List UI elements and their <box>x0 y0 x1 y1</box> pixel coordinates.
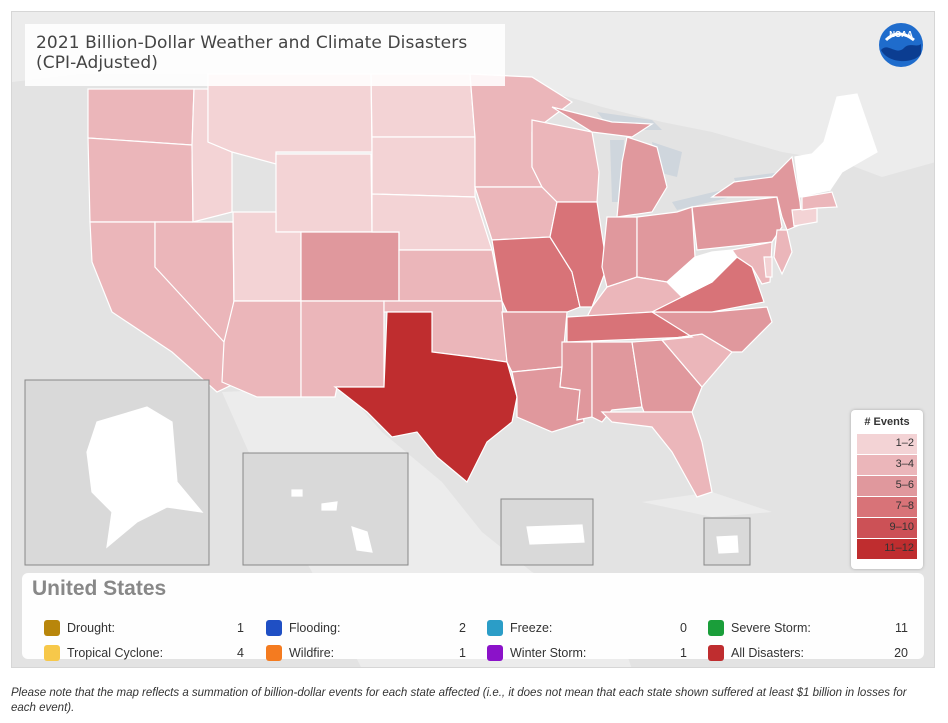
all-disasters-swatch <box>708 645 724 661</box>
state-indiana[interactable] <box>601 216 638 288</box>
state-illinois[interactable] <box>549 201 608 308</box>
flooding-swatch <box>266 620 282 636</box>
state-kansas[interactable] <box>398 249 503 302</box>
category-label: Severe Storm: <box>731 621 811 635</box>
state-florida[interactable] <box>600 411 713 498</box>
legend-bin-9-10: 9–10 <box>857 518 917 538</box>
state-massachusetts[interactable] <box>801 191 838 211</box>
category-label: Wildfire: <box>289 646 335 660</box>
puerto-rico-inset[interactable] <box>500 498 594 566</box>
legend-bin-5-6: 5–6 <box>857 476 917 496</box>
category-value: 1 <box>459 646 466 660</box>
legend-bin-11-12: 11–12 <box>857 539 917 559</box>
category-winter-storm: Winter Storm: 1 <box>487 645 687 661</box>
category-flooding: Flooding: 2 <box>266 620 466 636</box>
legend-bin-label: 5–6 <box>895 479 914 491</box>
state-delaware[interactable] <box>763 256 773 278</box>
legend: # Events 1–2 3–4 5–6 7–8 9–10 11–12 <box>851 410 923 569</box>
category-value: 0 <box>680 621 687 635</box>
state-texas[interactable] <box>333 311 518 483</box>
category-value: 2 <box>459 621 466 635</box>
tropical-cyclone-swatch <box>44 645 60 661</box>
state-new-mexico[interactable] <box>300 300 385 398</box>
legend-bin-label: 7–8 <box>895 500 914 512</box>
state-north-carolina[interactable] <box>649 306 773 353</box>
wildfire-swatch <box>266 645 282 661</box>
legend-bin-label: 3–4 <box>895 458 914 470</box>
map-frame: 2021 Billion-Dollar Weather and Climate … <box>11 11 935 668</box>
noaa-logo-icon: NOAA <box>879 23 923 67</box>
alaska-inset[interactable] <box>24 379 210 566</box>
category-label: Flooding: <box>289 621 341 635</box>
hawaii-inset[interactable] <box>242 452 409 566</box>
category-label: Tropical Cyclone: <box>67 646 164 660</box>
legend-bin-label: 1–2 <box>895 437 914 449</box>
noaa-logo-text: NOAA <box>889 30 913 39</box>
category-label: All Disasters: <box>731 646 804 660</box>
legend-title: # Events <box>864 416 910 428</box>
legend-bin-label: 11–12 <box>884 542 914 554</box>
state-south-dakota[interactable] <box>371 136 476 198</box>
state-colorado[interactable] <box>300 231 400 302</box>
state-maryland[interactable] <box>730 241 773 285</box>
state-arizona[interactable] <box>221 300 302 398</box>
category-wildfire: Wildfire: 1 <box>266 645 466 661</box>
virgin-islands-inset[interactable] <box>703 517 751 566</box>
caribbean-land <box>642 492 772 517</box>
state-arkansas[interactable] <box>501 311 568 373</box>
freeze-swatch <box>487 620 503 636</box>
state-pennsylvania[interactable] <box>691 196 783 251</box>
winter-storm-swatch <box>487 645 503 661</box>
us-map[interactable] <box>12 12 935 668</box>
summary-panel: United States Drought: 1 Flooding: 2 Fre… <box>22 573 924 661</box>
category-label: Freeze: <box>510 621 553 635</box>
category-label: Drought: <box>67 621 115 635</box>
category-all-disasters: All Disasters: 20 <box>708 645 908 661</box>
lake-erie <box>672 190 727 210</box>
category-freeze: Freeze: 0 <box>487 620 687 636</box>
severe-storm-swatch <box>708 620 724 636</box>
legend-bin-1-2: 1–2 <box>857 434 917 454</box>
state-michigan[interactable] <box>551 106 668 218</box>
category-severe-storm: Severe Storm: 11 <box>708 620 908 636</box>
drought-swatch <box>44 620 60 636</box>
state-maine[interactable] <box>823 93 878 192</box>
category-value: 20 <box>894 646 908 660</box>
category-value: 1 <box>237 621 244 635</box>
state-oregon[interactable] <box>87 137 194 223</box>
map-title: 2021 Billion-Dollar Weather and Climate … <box>36 33 468 73</box>
legend-bin-label: 9–10 <box>889 521 914 533</box>
category-tropical-cyclone: Tropical Cyclone: 4 <box>44 645 244 661</box>
state-montana[interactable] <box>207 73 373 165</box>
title-box: 2021 Billion-Dollar Weather and Climate … <box>25 24 505 86</box>
summary-title: United States <box>32 577 167 600</box>
footnote: Please note that the map reflects a summ… <box>11 687 907 714</box>
category-drought: Drought: 1 <box>44 620 244 636</box>
category-label: Winter Storm: <box>510 646 587 660</box>
category-value: 1 <box>680 646 687 660</box>
category-value: 4 <box>237 646 244 660</box>
state-new-jersey[interactable] <box>773 229 793 276</box>
state-wyoming[interactable] <box>275 153 373 233</box>
category-value: 11 <box>895 621 908 635</box>
state-washington[interactable] <box>87 88 195 146</box>
legend-bin-7-8: 7–8 <box>857 497 917 517</box>
legend-bin-3-4: 3–4 <box>857 455 917 475</box>
